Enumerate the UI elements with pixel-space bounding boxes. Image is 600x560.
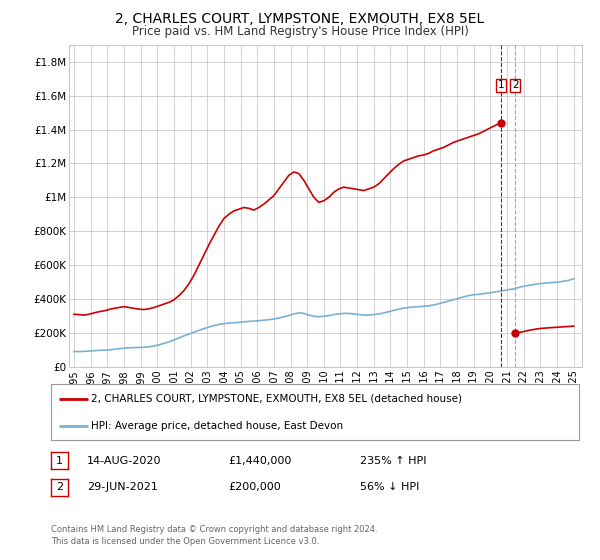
- Text: 2, CHARLES COURT, LYMPSTONE, EXMOUTH, EX8 5EL (detached house): 2, CHARLES COURT, LYMPSTONE, EXMOUTH, EX…: [91, 394, 461, 404]
- Text: 14-AUG-2020: 14-AUG-2020: [87, 456, 161, 466]
- Text: 29-JUN-2021: 29-JUN-2021: [87, 482, 158, 492]
- Text: Contains HM Land Registry data © Crown copyright and database right 2024.
This d: Contains HM Land Registry data © Crown c…: [51, 525, 377, 546]
- Text: HPI: Average price, detached house, East Devon: HPI: Average price, detached house, East…: [91, 421, 343, 431]
- Text: 2, CHARLES COURT, LYMPSTONE, EXMOUTH, EX8 5EL: 2, CHARLES COURT, LYMPSTONE, EXMOUTH, EX…: [115, 12, 485, 26]
- Text: 2: 2: [512, 81, 518, 91]
- Text: 1: 1: [497, 81, 504, 91]
- Text: 1: 1: [56, 456, 63, 466]
- Text: 235% ↑ HPI: 235% ↑ HPI: [360, 456, 427, 466]
- Text: £200,000: £200,000: [228, 482, 281, 492]
- Text: Price paid vs. HM Land Registry's House Price Index (HPI): Price paid vs. HM Land Registry's House …: [131, 25, 469, 38]
- Text: £1,440,000: £1,440,000: [228, 456, 292, 466]
- Text: 2: 2: [56, 482, 63, 492]
- Text: 56% ↓ HPI: 56% ↓ HPI: [360, 482, 419, 492]
